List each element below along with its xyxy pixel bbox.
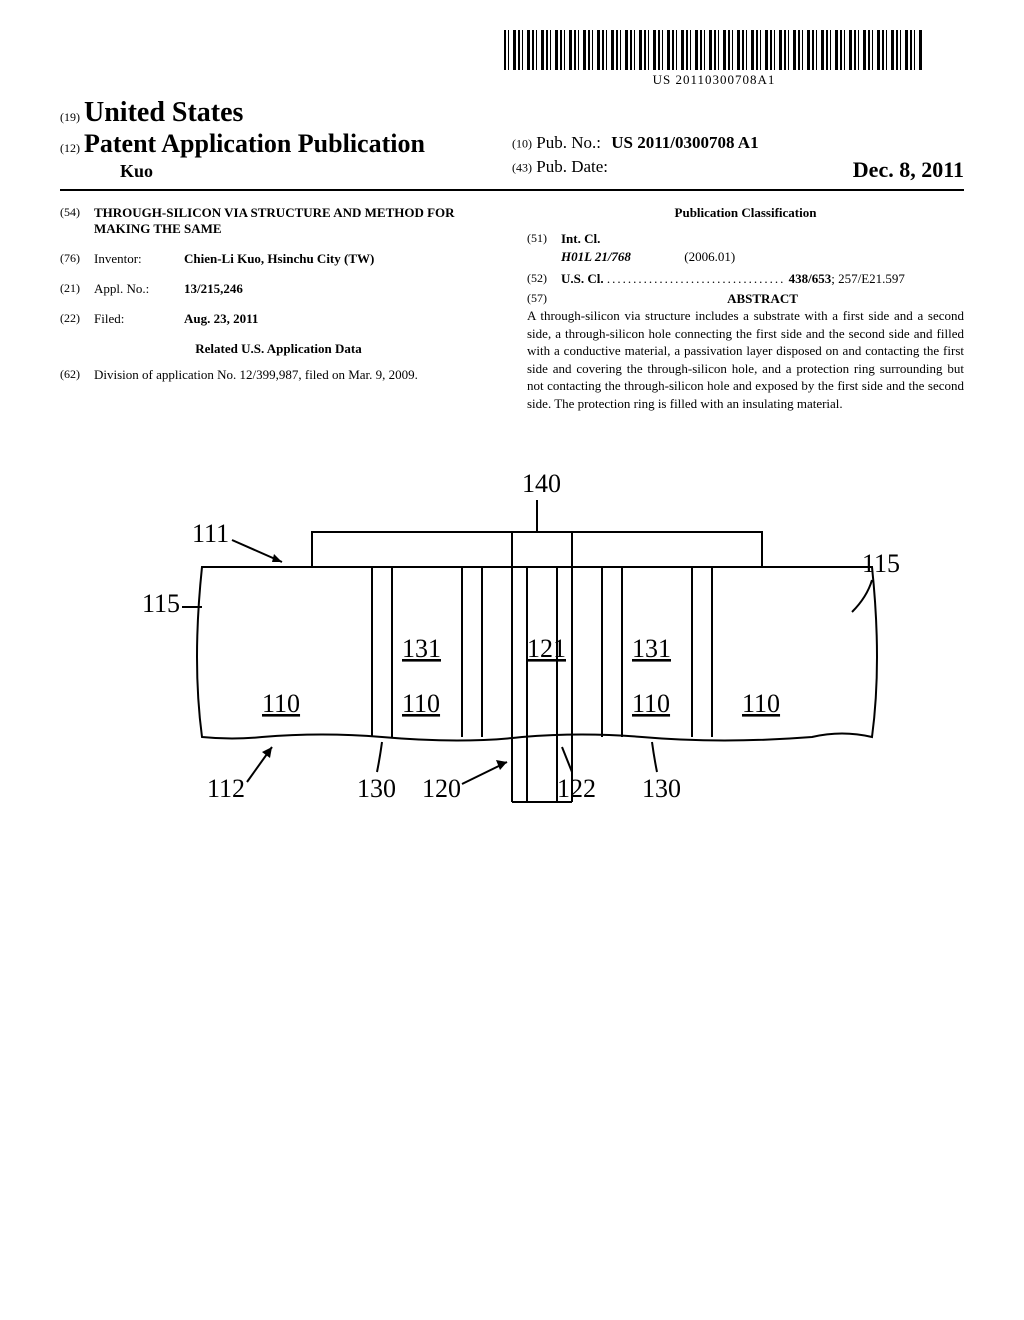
fig-label-110-3: 110 — [632, 689, 670, 718]
abstract-text: A through-silicon via structure includes… — [527, 307, 964, 412]
code-52: (52) — [527, 271, 561, 286]
fig-label-111: 111 — [192, 519, 229, 548]
code-12: (12) — [60, 141, 80, 155]
code-21: (21) — [60, 281, 94, 296]
code-10: (10) — [512, 137, 532, 151]
classification-header: Publication Classification — [527, 205, 964, 221]
uscl-main: 438/653 — [789, 271, 832, 286]
figure-area: 140 111 115 115 — [60, 462, 964, 862]
fig-label-131-left: 131 — [402, 634, 441, 663]
intcl-code: H01L 21/768 — [561, 249, 681, 265]
divider-thick — [60, 189, 964, 191]
fig-label-115-left: 115 — [142, 589, 180, 618]
applno-label: Appl. No.: — [94, 281, 184, 297]
inventor-name: Chien-Li Kuo, Hsinchu City (TW) — [184, 251, 497, 267]
code-76: (76) — [60, 251, 94, 266]
related-header: Related U.S. Application Data — [60, 341, 497, 357]
pub-no: US 2011/0300708 A1 — [611, 133, 758, 152]
abstract-header: ABSTRACT — [561, 291, 964, 307]
pub-no-label: Pub. No.: — [536, 133, 601, 152]
uscl-dots: .................................. — [607, 271, 786, 286]
intcl-date: (2006.01) — [684, 249, 735, 264]
fig-label-122: 122 — [557, 774, 596, 803]
pub-date-label: Pub. Date: — [536, 157, 608, 176]
fig-label-140: 140 — [522, 469, 561, 498]
fig-label-131-right: 131 — [632, 634, 671, 663]
header-author: Kuo — [120, 161, 512, 182]
country: United States — [84, 97, 243, 128]
fig-label-130-left: 130 — [357, 774, 396, 803]
code-43: (43) — [512, 161, 532, 175]
code-54: (54) — [60, 205, 94, 220]
code-22: (22) — [60, 311, 94, 326]
fig-label-121: 121 — [527, 634, 566, 663]
fig-label-112: 112 — [207, 774, 245, 803]
division-text: Division of application No. 12/399,987, … — [94, 367, 497, 383]
fig-label-110-4: 110 — [742, 689, 780, 718]
fig-label-110-2: 110 — [402, 689, 440, 718]
inventor-label: Inventor: — [94, 251, 184, 267]
uscl-rest: ; 257/E21.597 — [831, 271, 905, 286]
fig-label-110-1: 110 — [262, 689, 300, 718]
fig-label-115-right: 115 — [862, 549, 900, 578]
fig-label-130-right: 130 — [642, 774, 681, 803]
publication-type: Patent Application Publication — [84, 129, 425, 158]
code-62: (62) — [60, 367, 94, 382]
code-19: (19) — [60, 110, 80, 124]
fig-label-120: 120 — [422, 774, 461, 803]
filed-date: Aug. 23, 2011 — [184, 311, 497, 327]
barcode-region: US 20110300708A1 — [60, 30, 924, 89]
barcode-bars — [504, 30, 924, 70]
barcode-text: US 20110300708A1 — [504, 72, 924, 88]
code-51: (51) — [527, 231, 561, 246]
applno: 13/215,246 — [184, 281, 497, 297]
filed-label: Filed: — [94, 311, 184, 327]
code-57: (57) — [527, 291, 561, 306]
intcl-label: Int. Cl. — [561, 231, 964, 247]
pub-date: Dec. 8, 2011 — [853, 157, 964, 183]
invention-title: THROUGH-SILICON VIA STRUCTURE AND METHOD… — [94, 205, 497, 237]
patent-figure: 140 111 115 115 — [82, 462, 942, 862]
uscl-label: U.S. Cl. — [561, 271, 604, 286]
